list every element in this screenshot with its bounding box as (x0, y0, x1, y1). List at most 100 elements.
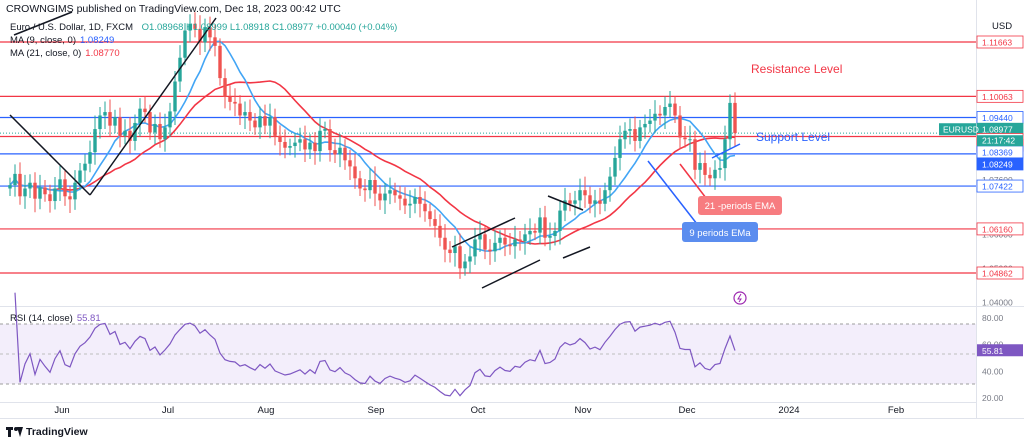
candle-bearish (393, 190, 397, 196)
price-tag-box (976, 157, 1024, 171)
candle-bearish (118, 117, 122, 136)
candle-bullish (463, 261, 467, 269)
candle-bearish (228, 96, 232, 102)
rsi-tag-box (977, 344, 1023, 357)
candle-bullish (173, 81, 177, 112)
candle-bullish (723, 139, 727, 169)
candle-bullish (653, 113, 657, 121)
candle-bullish (493, 242, 497, 252)
tradingview-footer[interactable]: TradingView (6, 426, 88, 438)
candle-bearish (213, 37, 217, 46)
ma9-path (9, 40, 736, 252)
time-tick: Jun (54, 405, 69, 416)
lightning-icon[interactable] (733, 291, 747, 305)
candle-bearish (378, 193, 382, 201)
publish-header: CROWNGIMS published on TradingView.com, … (6, 3, 341, 15)
time-tick: Nov (575, 405, 592, 416)
candle-bearish (508, 244, 512, 247)
candle-bullish (548, 236, 552, 238)
candle-bullish (58, 179, 62, 189)
candle-bullish (38, 187, 42, 199)
rsi-tick: 20.00 (982, 393, 1004, 403)
channel-upper-left (451, 217, 516, 248)
candle-bullish (243, 112, 247, 116)
candle-bearish (283, 141, 287, 148)
price-pane[interactable] (0, 0, 976, 306)
rsi-line (14, 292, 736, 397)
candle-bearish (263, 116, 267, 126)
candle-bullish (523, 234, 527, 242)
countdown-label: 21:17:42 (982, 136, 1015, 146)
candle-bearish (253, 120, 257, 128)
currency-label: USD (992, 21, 1012, 32)
candle-bullish (478, 234, 482, 240)
ema9-arrow (647, 160, 698, 225)
price-tag-label: 1.09440 (982, 113, 1013, 123)
price-axis[interactable]: USD1.116001.076001.060001.050001.040001.… (939, 21, 1024, 403)
candle-bearish (483, 234, 487, 250)
candle-bullish (608, 176, 612, 191)
candle-bullish (513, 239, 517, 247)
price-tag-box (976, 266, 1024, 280)
candle-bearish (418, 196, 422, 204)
candle-bullish (573, 200, 577, 204)
time-tick: Jul (162, 405, 174, 416)
candle-bearish (328, 129, 332, 151)
candle-bullish (188, 23, 192, 31)
resistance-label: Resistance Level (751, 62, 842, 76)
candle-bearish (673, 103, 677, 116)
candle-bullish (318, 130, 322, 152)
candle-bullish (298, 139, 302, 143)
candle-bullish (123, 130, 127, 136)
ema21-callout-text: 21 -periods EMA (705, 201, 776, 212)
time-axis[interactable]: Jun Jul Aug Sep Oct Nov Dec 2024 Feb (54, 405, 904, 416)
price-tag-label: 1.04862 (982, 269, 1013, 279)
candle-bullish (163, 127, 167, 140)
candle-bullish (688, 139, 692, 141)
candle-bullish (73, 182, 77, 200)
ma9-legend-value: 1.08249 (80, 35, 115, 46)
rsi-tag-label: 55.81 (982, 346, 1004, 356)
candle-bearish (428, 211, 432, 220)
trendlines (9, 11, 591, 289)
candle-bullish (103, 112, 107, 116)
time-tick: Oct (471, 405, 486, 416)
candle-bullish (308, 142, 312, 150)
tradingview-brand: TradingView (26, 426, 88, 438)
candle-bearish (518, 239, 522, 242)
candle-bullish (383, 193, 387, 201)
candle-bearish (128, 130, 132, 141)
flag-lower (562, 246, 591, 259)
candle-bullish (643, 123, 647, 128)
candle-bullish (538, 217, 542, 233)
candle-bullish (203, 27, 207, 43)
price-tag-label: 1.08369 (982, 147, 1013, 157)
countdown-box (977, 135, 1023, 147)
candle-bullish (168, 111, 172, 128)
support-arrow (711, 143, 741, 159)
ohlc-values: O1.08968 H1.08999 L1.08918 C1.08977 +0.0… (141, 22, 398, 33)
candle-bullish (728, 102, 732, 140)
annotation-arrows (647, 143, 741, 225)
candle-bearish (633, 129, 637, 141)
candle-bearish (223, 78, 227, 97)
candle-bullish (113, 117, 117, 126)
candle-bullish (468, 256, 472, 262)
candle-bearish (443, 237, 447, 250)
candle-bullish (713, 169, 717, 179)
candle-bullish (323, 129, 327, 131)
uptrend-line-top (13, 11, 73, 36)
candle-bearish (423, 203, 427, 212)
ma21-legend: MA (21, close, 0) 1.08770 (10, 48, 120, 59)
candle-bullish (498, 237, 502, 243)
candle-bullish (258, 116, 262, 128)
candle-bearish (333, 150, 337, 155)
candle-bearish (703, 163, 707, 175)
price-tag-label: 1.10063 (982, 92, 1013, 102)
candle-bullish (628, 129, 632, 131)
candle-bearish (733, 102, 737, 134)
candle-bullish (553, 230, 557, 237)
candle-bullish (183, 30, 187, 58)
candle-bullish (528, 230, 532, 235)
